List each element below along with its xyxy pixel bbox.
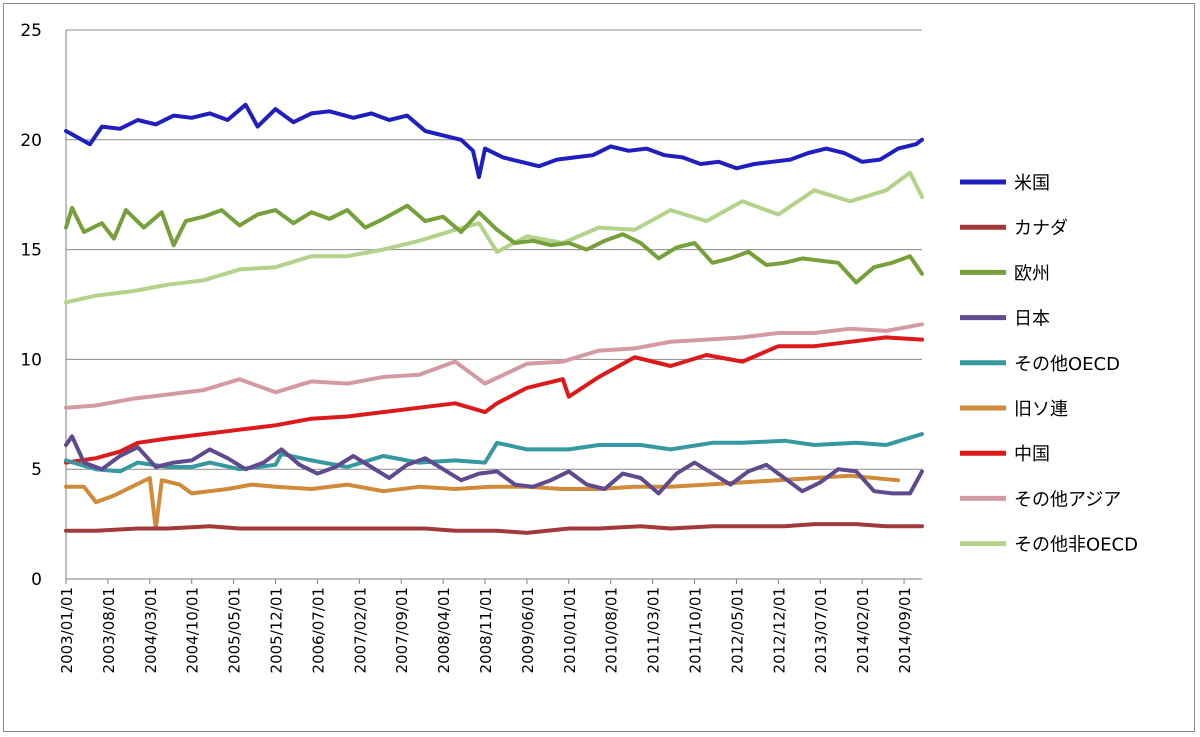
- series-line: [64, 102, 924, 180]
- x-tick-label: 2012/12/01: [770, 587, 788, 673]
- legend-label: その他OECD: [1014, 354, 1120, 375]
- x-tick-label: 2005/12/01: [268, 587, 286, 673]
- legend-label: 日本: [1014, 309, 1050, 330]
- x-tick-label: 2014/09/01: [896, 587, 914, 673]
- x-tick-label: 2010/08/01: [603, 587, 621, 673]
- series-line: [64, 203, 924, 285]
- legend-label: 旧ソ連: [1014, 399, 1068, 420]
- x-tick-label: 2007/02/01: [351, 587, 369, 673]
- y-tick-label: 10: [20, 350, 42, 370]
- y-tick-label: 25: [20, 21, 42, 41]
- y-tick-label: 15: [20, 241, 42, 261]
- x-tick-label: 2006/07/01: [309, 587, 327, 673]
- x-tick-label: 2012/05/01: [728, 587, 746, 673]
- x-tick-label: 2007/09/01: [393, 587, 411, 673]
- chart-frame: [3, 3, 1195, 732]
- series-line: [64, 170, 924, 305]
- x-tick-label: 2011/03/01: [645, 587, 663, 673]
- x-tick-label: 2003/01/01: [58, 587, 76, 673]
- series-line: [64, 322, 924, 410]
- legend-label: その他アジア: [1014, 489, 1121, 510]
- x-tick-label: 2008/11/01: [477, 587, 495, 673]
- legend-label: 中国: [1014, 444, 1050, 465]
- x-tick-label: 2013/07/01: [812, 587, 830, 673]
- series-line: [64, 432, 924, 474]
- x-tick-label: 2009/06/01: [519, 587, 537, 673]
- x-tick-label: 2014/02/01: [854, 587, 872, 673]
- x-tick-label: 2011/10/01: [687, 587, 705, 673]
- series-line: [64, 434, 924, 496]
- legend-label: 米国: [1014, 173, 1050, 194]
- y-tick-label: 0: [31, 570, 42, 590]
- series-line: [64, 335, 924, 465]
- x-tick-label: 2008/04/01: [435, 587, 453, 673]
- series-line: [64, 473, 901, 531]
- x-tick-label: 2005/05/01: [226, 587, 244, 673]
- x-tick-label: 2010/01/01: [561, 587, 579, 673]
- series-line: [64, 522, 924, 535]
- x-tick-label: 2004/03/01: [142, 587, 160, 673]
- x-tick-label: 2004/10/01: [184, 587, 202, 673]
- legend-label: カナダ: [1014, 218, 1068, 239]
- legend-label: 欧州: [1014, 263, 1050, 284]
- x-tick-label: 2003/08/01: [100, 587, 118, 673]
- y-tick-label: 20: [20, 131, 42, 151]
- y-tick-label: 5: [31, 460, 42, 480]
- legend-label: その他非OECD: [1014, 535, 1138, 556]
